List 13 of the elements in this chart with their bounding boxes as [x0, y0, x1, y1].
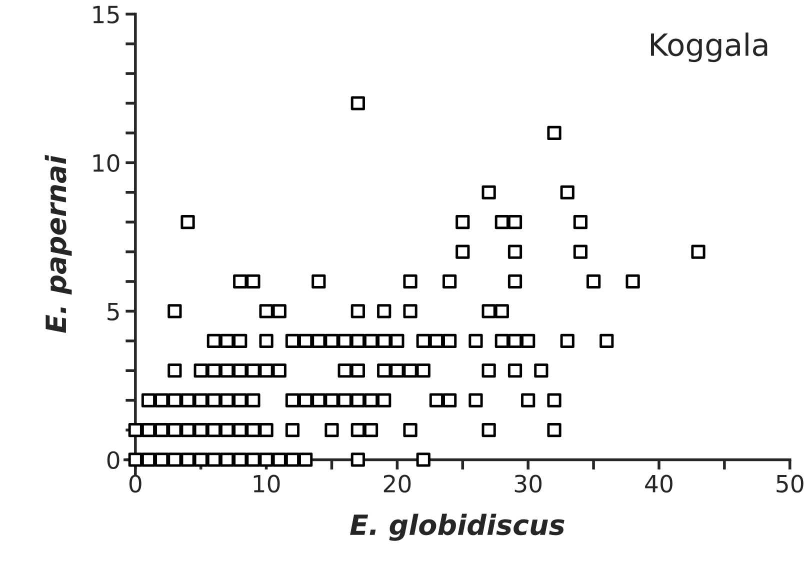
x-tick-label: 40	[645, 474, 672, 493]
y-tick-label: 0	[107, 451, 120, 470]
x-axis-title: E. globidiscus	[350, 514, 564, 541]
y-tick-label: 10	[93, 154, 120, 172]
x-tick-label: 0	[129, 474, 142, 493]
x-tick-label: 20	[384, 474, 411, 493]
annotation: Koggala	[650, 32, 768, 62]
y-tick-label: 5	[108, 302, 119, 321]
y-axis-title: E. papernai	[44, 154, 72, 333]
x-tick-label: 50	[776, 474, 804, 493]
y-tick-label: 15	[93, 6, 119, 24]
x-tick-label: 30	[514, 474, 542, 493]
x-tick-label: 10	[254, 474, 280, 493]
